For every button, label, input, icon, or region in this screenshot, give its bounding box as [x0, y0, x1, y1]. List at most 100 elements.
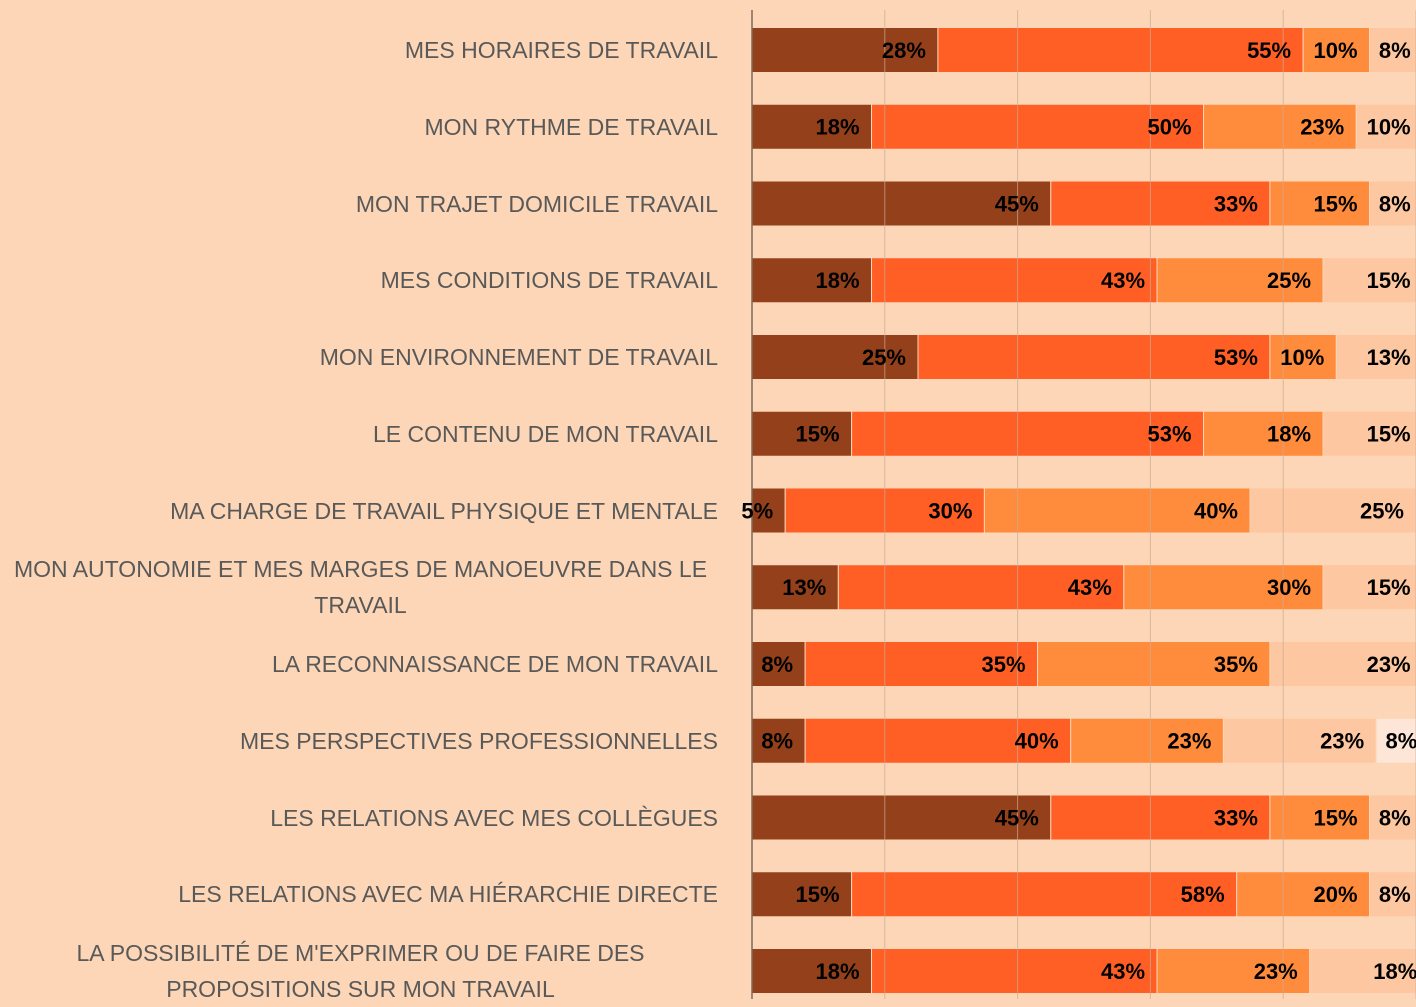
- bar-segment: [751, 180, 1052, 227]
- bar-segment: [1335, 334, 1416, 380]
- category-label-box: MA CHARGE DE TRAVAIL PHYSIQUE ET MENTALE: [0, 476, 718, 546]
- data-label: 30%: [1267, 575, 1311, 600]
- bar-segment: [1269, 794, 1371, 841]
- bar-segment: [1369, 871, 1416, 918]
- bar-segment: [1269, 180, 1371, 227]
- category-label-box: MES PERSPECTIVES PROFESSIONNELLES: [0, 706, 718, 776]
- bar-segment: [751, 794, 1052, 841]
- category-label-box: LA POSSIBILITÉ DE M'EXPRIMER OU DE FAIRE…: [0, 936, 718, 1006]
- category-label-box: LA RECONNAISSANCE DE MON TRAVAIL: [0, 629, 718, 699]
- bar-segment: [851, 871, 1238, 918]
- category-label-box: MON RYTHME DE TRAVAIL: [0, 92, 718, 162]
- data-label: 13%: [782, 575, 826, 600]
- data-label: 8%: [1379, 882, 1411, 907]
- bar-segment: [1070, 717, 1224, 764]
- data-label: 8%: [761, 729, 793, 754]
- data-label: 15%: [796, 882, 840, 907]
- data-label: 8%: [1385, 729, 1416, 754]
- data-label: 18%: [815, 115, 859, 140]
- bar-segment: [1369, 794, 1416, 841]
- bar-segment: [751, 948, 873, 994]
- category-label-box: LES RELATIONS AVEC MA HIÉRARCHIE DIRECTE: [0, 859, 718, 929]
- data-label: 58%: [1181, 882, 1225, 907]
- bar-segment: [1269, 334, 1337, 380]
- bar-segment: [871, 103, 1205, 150]
- data-label: 5%: [741, 498, 773, 523]
- data-label: 53%: [1214, 345, 1258, 370]
- data-label: 45%: [995, 805, 1039, 830]
- bar-segment: [983, 487, 1251, 534]
- data-label: 8%: [1379, 191, 1411, 216]
- data-label: 15%: [1313, 805, 1357, 830]
- category-label-box: MES CONDITIONS DE TRAVAIL: [0, 245, 718, 315]
- data-label: 23%: [1367, 652, 1411, 677]
- data-label: 8%: [1379, 38, 1411, 63]
- data-label: 53%: [1147, 422, 1191, 447]
- data-label: 50%: [1147, 115, 1191, 140]
- data-label: 28%: [882, 38, 926, 63]
- bar-segment: [804, 641, 1039, 687]
- category-label-box: MON TRAJET DOMICILE TRAVAIL: [0, 169, 718, 239]
- bar-segment: [1375, 717, 1416, 764]
- data-label: 15%: [1367, 422, 1411, 447]
- bar-segment: [1050, 180, 1271, 227]
- category-label: LES RELATIONS AVEC MA HIÉRARCHIE DIRECTE: [178, 881, 718, 908]
- bar-segment: [1302, 27, 1371, 73]
- data-label: 33%: [1214, 805, 1258, 830]
- data-label: 25%: [1267, 268, 1311, 293]
- data-label: 35%: [981, 652, 1025, 677]
- bar-segment: [1236, 871, 1371, 918]
- bar-segment: [1322, 410, 1416, 457]
- data-label: 43%: [1068, 575, 1112, 600]
- bar-segment: [871, 257, 1158, 304]
- data-label: 20%: [1313, 882, 1357, 907]
- category-label: LA RECONNAISSANCE DE MON TRAVAIL: [271, 651, 718, 677]
- data-label: 40%: [1194, 498, 1238, 523]
- bar-segment: [1222, 717, 1377, 764]
- grid: [751, 10, 1416, 999]
- data-label: 18%: [1267, 422, 1311, 447]
- data-label: 23%: [1254, 959, 1298, 984]
- data-label: 55%: [1247, 38, 1291, 63]
- category-label: MES PERSPECTIVES PROFESSIONNELLES: [239, 727, 718, 754]
- data-label: 43%: [1101, 959, 1145, 984]
- bar-segment: [1322, 257, 1416, 304]
- bar-segment: [751, 103, 873, 150]
- data-label: 25%: [1360, 498, 1404, 523]
- bar-segment: [751, 27, 939, 73]
- bar-segment: [1203, 103, 1357, 150]
- category-label: MES HORAIRES DE TRAVAIL: [404, 37, 718, 63]
- data-label: 23%: [1320, 729, 1364, 754]
- category-label: MON RYTHME DE TRAVAIL: [424, 113, 718, 140]
- bar-segment: [1369, 27, 1416, 73]
- data-label: 10%: [1367, 115, 1411, 140]
- data-label: 23%: [1167, 729, 1211, 754]
- value-labels: 28% 55% 10% 8% 18% 50% 23% 10% 45% 33% 15% 8% 18% 43%…: [741, 38, 1416, 984]
- bar-segment: [1309, 948, 1416, 994]
- bar-segment: [871, 948, 1158, 994]
- data-label: 10%: [1313, 38, 1357, 63]
- bar-segment: [917, 334, 1271, 380]
- bar-segment: [751, 257, 873, 304]
- category-label-box: LE CONTENU DE MON TRAVAIL: [0, 399, 718, 469]
- bar-segment: [751, 564, 839, 611]
- bar-segment: [751, 410, 853, 457]
- bar-segment: [1269, 641, 1416, 687]
- bar-segment: [837, 564, 1125, 611]
- data-label: 18%: [1373, 959, 1416, 984]
- data-label: 15%: [796, 422, 840, 447]
- category-label: MA CHARGE DE TRAVAIL PHYSIQUE ET MENTALE: [170, 497, 718, 524]
- bar-segment: [1037, 641, 1271, 687]
- data-label: 25%: [862, 345, 906, 370]
- bar-segment: [1249, 487, 1416, 534]
- data-label: 8%: [1379, 805, 1411, 830]
- category-label: LE CONTENU DE MON TRAVAIL: [372, 420, 718, 447]
- data-label: 40%: [1015, 729, 1059, 754]
- bar-segment: [751, 717, 806, 764]
- bar-segment: [1322, 564, 1416, 611]
- bar-segment: [1369, 180, 1416, 227]
- bars: [751, 27, 1416, 994]
- data-label: 43%: [1101, 268, 1145, 293]
- data-label: 23%: [1300, 115, 1344, 140]
